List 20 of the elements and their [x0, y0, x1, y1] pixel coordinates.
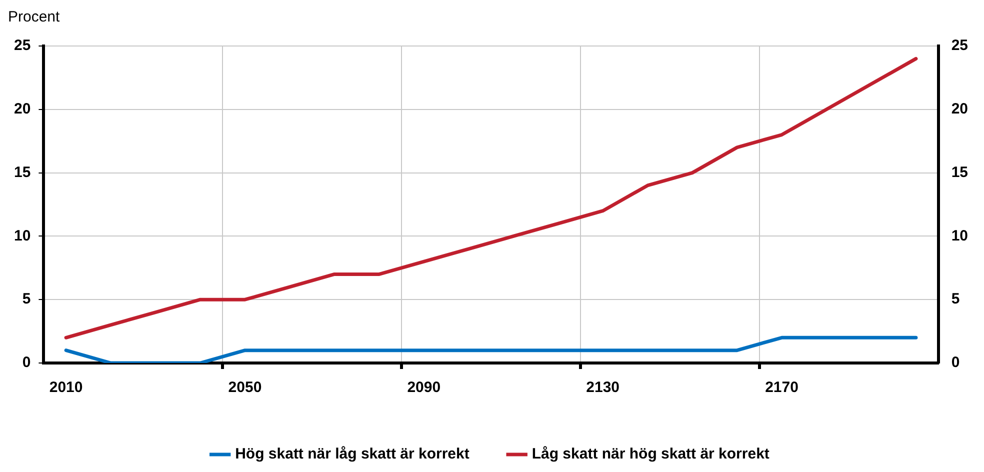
legend-label: Hög skatt när låg skatt är korrekt	[235, 446, 470, 463]
y-axis-title: Procent	[8, 8, 61, 26]
x-tick-label: 2090	[407, 379, 441, 396]
y-tick-label: 10	[14, 227, 31, 244]
y2-tick-label: 15	[951, 164, 968, 181]
legend-label: Låg skatt när hög skatt är korrekt	[532, 446, 770, 463]
y2-tick-label: 20	[951, 100, 968, 118]
y-tick-label: 20	[14, 100, 31, 118]
y2-tick-label: 5	[951, 290, 960, 308]
y-tick-label: 5	[22, 290, 31, 308]
y-tick-label: 0	[22, 354, 31, 372]
x-tick-label: 2010	[49, 379, 83, 396]
x-tick-label: 2050	[228, 379, 262, 396]
y-tick-label: 25	[14, 37, 31, 54]
y2-tick-label: 10	[951, 227, 968, 244]
x-tick-label: 2130	[586, 379, 620, 396]
y-tick-label: 15	[14, 164, 31, 181]
y2-tick-label: 25	[951, 37, 968, 54]
x-tick-label: 2170	[765, 379, 798, 396]
y2-tick-label: 0	[951, 354, 960, 372]
